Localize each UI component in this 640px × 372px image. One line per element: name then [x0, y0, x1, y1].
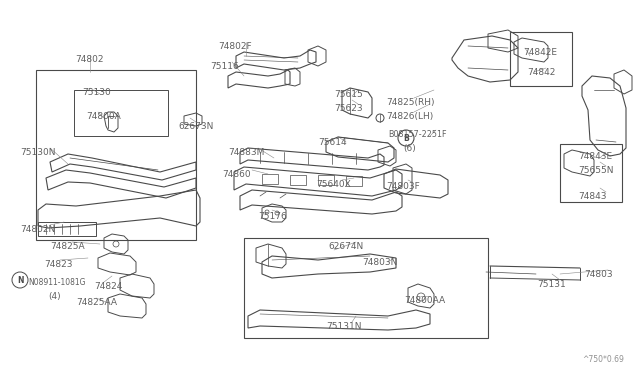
Text: B: B	[403, 134, 409, 143]
Bar	[318, 175, 334, 185]
Text: 74802N: 74802N	[20, 225, 55, 234]
Text: 74843: 74843	[578, 192, 607, 201]
Text: 75655N: 75655N	[578, 166, 614, 175]
Bar	[244, 238, 488, 338]
Text: 75116: 75116	[210, 62, 239, 71]
Text: (6): (6)	[403, 144, 416, 153]
Bar	[560, 144, 622, 202]
Bar	[74, 90, 168, 136]
Text: 75176: 75176	[258, 212, 287, 221]
Text: 62674N: 62674N	[328, 242, 364, 251]
Text: 75614: 75614	[318, 138, 347, 147]
Bar	[290, 174, 306, 185]
Text: 74800AA: 74800AA	[404, 296, 445, 305]
Text: 74802: 74802	[75, 55, 104, 64]
Bar	[346, 176, 362, 186]
Text: 75131: 75131	[537, 280, 566, 289]
Text: 74826(LH): 74826(LH)	[386, 112, 433, 121]
Text: 74860: 74860	[222, 170, 251, 179]
Text: 74825A: 74825A	[50, 242, 84, 251]
Text: 74802F: 74802F	[218, 42, 252, 51]
Text: 74825AA: 74825AA	[76, 298, 117, 307]
Text: 74843E: 74843E	[578, 152, 612, 161]
Text: 74800A: 74800A	[86, 112, 121, 121]
Text: 74825(RH): 74825(RH)	[386, 98, 435, 107]
Text: 75640X: 75640X	[316, 180, 351, 189]
Text: 74883M: 74883M	[228, 148, 264, 157]
Text: N: N	[17, 276, 23, 285]
Text: 74803F: 74803F	[386, 182, 420, 191]
Text: 74842E: 74842E	[523, 48, 557, 57]
Text: (4): (4)	[48, 292, 61, 301]
Text: 74842: 74842	[527, 68, 556, 77]
Text: ^750*0.69: ^750*0.69	[582, 355, 624, 364]
Text: 75130: 75130	[82, 88, 111, 97]
Text: 75130N: 75130N	[20, 148, 56, 157]
Text: 75623: 75623	[334, 104, 363, 113]
Text: 75615: 75615	[334, 90, 363, 99]
Bar	[38, 222, 96, 236]
Bar	[262, 174, 278, 184]
Text: 74823: 74823	[44, 260, 72, 269]
Text: 74803N: 74803N	[362, 258, 397, 267]
Text: 62673N: 62673N	[178, 122, 213, 131]
Text: B08157-2251F: B08157-2251F	[388, 130, 447, 139]
Bar	[510, 32, 572, 86]
Text: 74824: 74824	[94, 282, 122, 291]
Text: N08911-1081G: N08911-1081G	[28, 278, 86, 287]
Text: 74803: 74803	[584, 270, 612, 279]
Text: 75131N: 75131N	[326, 322, 362, 331]
Bar	[36, 70, 196, 240]
